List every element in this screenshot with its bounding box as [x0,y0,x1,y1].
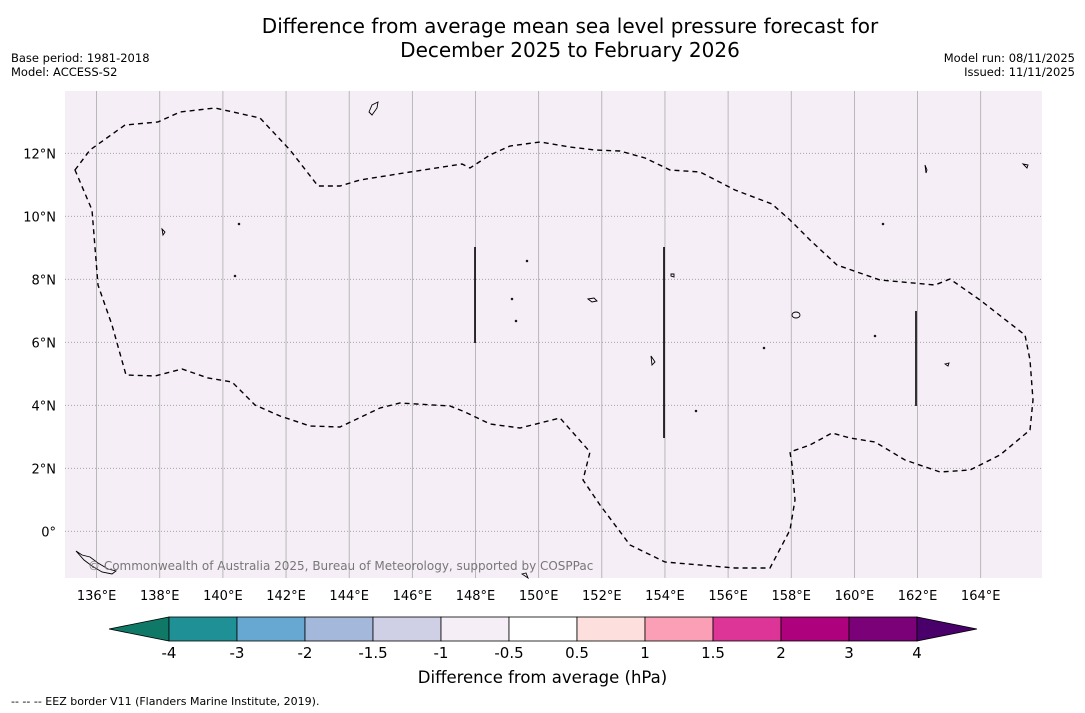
island-chuuk [670,273,675,278]
island-kosrae [791,311,801,319]
island-wake-1 [1021,163,1029,169]
colorbar-tick-label: -1 [434,644,449,662]
colorbar-title: Difference from average (hPa) [417,668,668,687]
meta-right: Model run: 08/11/2025 Issued: 11/11/2025 [944,51,1075,79]
island-atoll-1 [650,355,656,366]
footer-note: -- -- -- EEZ border V11 (Flanders Marine… [11,695,320,708]
island-dot-4 [233,274,237,278]
lat-label: 4°N [32,399,57,414]
colorbar-tick-label: 3 [844,644,854,662]
colorbar: -4 -3 -2 -1.5 -1 -0.5 0.5 1 1.5 2 3 4 [108,616,978,662]
island-yap [161,227,166,237]
colorbar-tick-label: -0.5 [494,644,523,662]
colorbar-bin [576,616,646,642]
colorbar-bin [168,616,238,642]
model-name: Model: ACCESS-S2 [11,65,118,79]
colorbar-tick-label: -3 [230,644,245,662]
lat-label: 8°N [32,273,57,288]
island-png [75,550,118,575]
island-dot-8 [762,346,766,350]
lon-label: 162°E [898,589,938,604]
lon-label: 150°E [519,589,559,604]
island-dot-9 [694,409,698,413]
island-wake-2 [924,164,928,174]
island-dot-5 [237,222,241,226]
lon-label: 152°E [582,589,622,604]
lon-label: 136°E [77,589,117,604]
eez-border [74,107,1034,569]
island-dot-3 [514,319,518,323]
lat-label: 6°N [32,336,57,351]
lon-label: 140°E [203,589,243,604]
lon-label: 142°E [266,589,306,604]
lon-label: 144°E [329,589,369,604]
colorbar-bin [780,616,850,642]
lat-label: 0° [41,525,56,540]
meta-left: Base period: 1981-2018 Model: ACCESS-S2 [11,51,150,79]
lat-label: 10°N [23,210,56,225]
colorbar-tick-label: -2 [298,644,313,662]
colorbar-tick-label: -1.5 [358,644,387,662]
colorbar-bin [712,616,782,642]
lon-label: 138°E [140,589,180,604]
colorbar-tick-label: 4 [912,644,922,662]
island-dot-6 [881,222,885,226]
island-guam [368,101,379,116]
longitude-labels: 136°E 138°E 140°E 142°E 144°E 146°E 148°E 150°E… [77,589,1001,604]
island-manus [520,572,529,580]
island-pohnpei [586,297,598,303]
colorbar-tick-label: 2 [776,644,786,662]
base-period: Base period: 1981-2018 [11,51,150,65]
colorbar-bin [304,616,374,642]
map-grid [65,91,1042,578]
lon-label: 148°E [456,589,496,604]
lon-label: 146°E [393,589,433,604]
latitude-labels: 12°N 10°N 8°N 6°N 4°N 2°N 0° [23,147,56,540]
lon-label: 164°E [961,589,1001,604]
island-nauru [943,362,950,367]
colorbar-bin [372,616,442,642]
map-area [65,91,1042,578]
copyright-text: © Commonwealth of Australia 2025, Bureau… [88,559,593,573]
colorbar-tick-label: 1 [640,644,650,662]
colorbar-bin [440,616,510,642]
island-dot-2 [510,297,514,301]
colorbar-bin [508,616,578,642]
lat-label: 2°N [32,462,57,477]
island-dot-1 [525,259,529,263]
colorbar-tick-label: -4 [162,644,177,662]
lon-label: 156°E [708,589,748,604]
title-line-1: Difference from average mean sea level p… [261,14,879,38]
lat-label: 12°N [23,147,56,162]
colorbar-extend-high [916,616,978,642]
colorbar-tick-label: 1.5 [701,644,725,662]
model-run: Model run: 08/11/2025 [943,51,1075,65]
islands [75,101,1029,580]
colorbar-tick-label: 0.5 [565,644,589,662]
lon-label: 158°E [771,589,811,604]
island-dot-7 [873,334,877,338]
chart-title: Difference from average mean sea level p… [0,14,1085,62]
title-line-2: December 2025 to February 2026 [400,38,740,62]
issued-date: Issued: 11/11/2025 [964,65,1075,79]
lon-label: 154°E [645,589,685,604]
colorbar-bin [236,616,306,642]
colorbar-bin [644,616,714,642]
colorbar-bin [848,616,918,642]
colorbar-extend-low [108,616,170,642]
lon-label: 160°E [835,589,875,604]
